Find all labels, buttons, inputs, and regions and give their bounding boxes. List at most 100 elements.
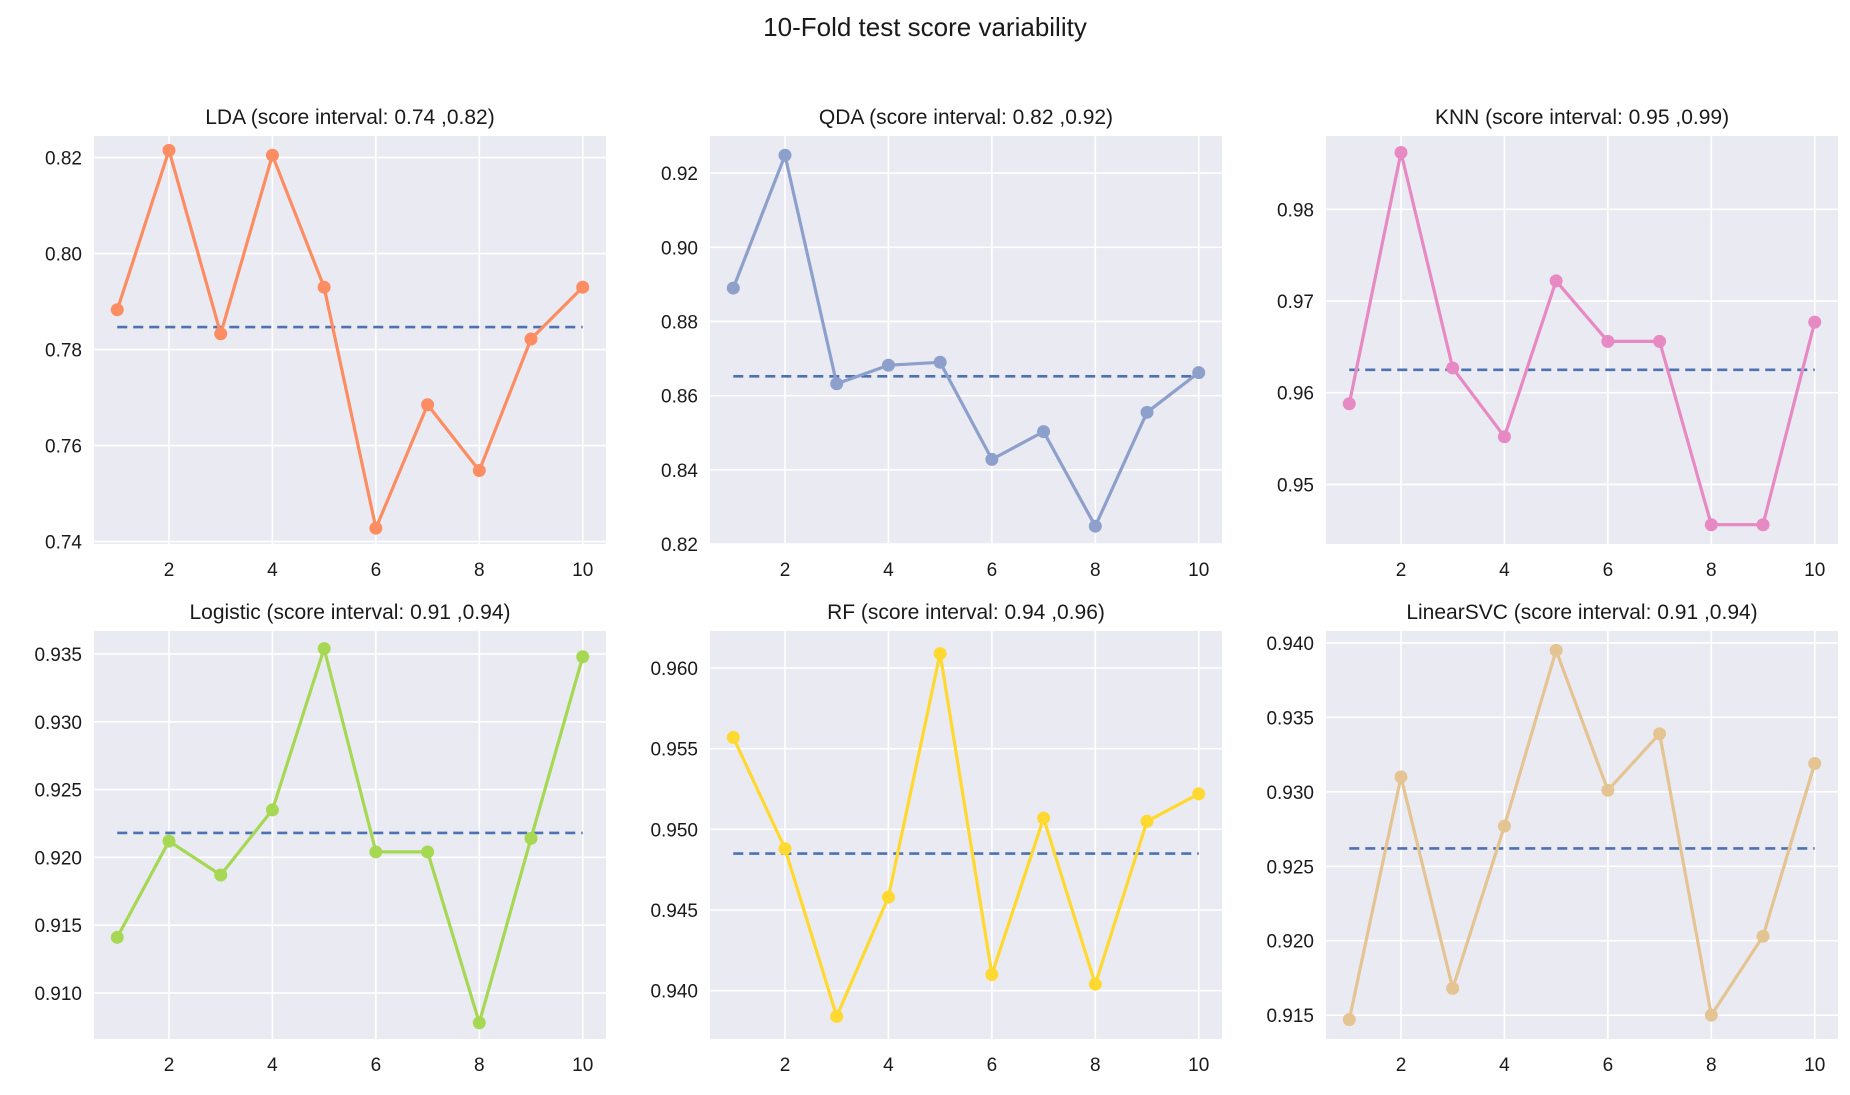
- data-point: [1088, 519, 1102, 533]
- subplot-title: LinearSVC (score interval: 0.91 ,0.94): [1406, 601, 1757, 624]
- data-point: [830, 1009, 844, 1023]
- series-line: [731, 153, 1200, 528]
- data-point: [933, 647, 947, 661]
- data-point: [778, 148, 792, 162]
- data-point: [1704, 518, 1718, 532]
- x-tick-label: 2: [164, 560, 175, 581]
- plot-area: [1326, 136, 1838, 544]
- data-point: [1037, 425, 1051, 439]
- y-tick-label: 0.88: [661, 312, 698, 333]
- data-point: [421, 845, 435, 859]
- x-tick-label: 2: [164, 1055, 175, 1076]
- x-tick-label: 2: [780, 1055, 791, 1076]
- x-tick-label: 10: [1188, 1055, 1209, 1076]
- data-point: [110, 930, 124, 944]
- data-point: [214, 327, 228, 341]
- y-tick-label: 0.945: [650, 901, 698, 922]
- y-tick-label: 0.98: [1277, 200, 1314, 221]
- x-tick-label: 6: [1603, 560, 1614, 581]
- series-line: [115, 148, 584, 530]
- y-tick-label: 0.82: [661, 535, 698, 556]
- data-point: [933, 355, 947, 369]
- y-tick-label: 0.76: [45, 437, 82, 458]
- subplot-3: KNN (score interval: 0.95 ,0.99) 2 4 6 8 10 0.…: [1277, 106, 1838, 581]
- data-point: [1192, 366, 1206, 380]
- y-tick-label: 0.920: [1266, 932, 1314, 953]
- data-point: [1342, 397, 1356, 411]
- x-tick-label: 6: [987, 1055, 998, 1076]
- subplot-5: RF (score interval: 0.94 ,0.96) 2 4 6 8 10 0.9…: [650, 601, 1222, 1076]
- data-point: [576, 650, 590, 664]
- plot-area: [94, 631, 606, 1039]
- y-tick-label: 0.80: [45, 245, 82, 266]
- data-point: [472, 464, 486, 478]
- data-point: [110, 303, 124, 317]
- x-tick-label: 4: [1499, 560, 1510, 581]
- data-point: [1037, 811, 1051, 825]
- data-point: [1140, 405, 1154, 419]
- plot-area: [1326, 631, 1838, 1039]
- series-line: [731, 651, 1200, 1019]
- y-tick-label: 0.74: [45, 533, 82, 554]
- data-point: [1653, 334, 1667, 348]
- data-point: [472, 1016, 486, 1030]
- x-tick-label: 6: [987, 560, 998, 581]
- data-point: [1342, 1013, 1356, 1027]
- x-tick-label: 8: [474, 560, 485, 581]
- y-tick-label: 0.920: [34, 848, 82, 869]
- y-tick-label: 0.930: [1266, 783, 1314, 804]
- data-point: [1808, 757, 1822, 771]
- x-tick-label: 6: [371, 1055, 382, 1076]
- y-tick-label: 0.84: [661, 461, 698, 482]
- subplot-title: LDA (score interval: 0.74 ,0.82): [205, 106, 494, 129]
- data-point: [1394, 146, 1408, 160]
- data-point: [421, 398, 435, 412]
- y-tick-label: 0.930: [34, 713, 82, 734]
- y-tick-label: 0.95: [1277, 475, 1314, 496]
- data-point: [1088, 977, 1102, 991]
- x-tick-label: 2: [780, 560, 791, 581]
- data-point: [1756, 929, 1770, 943]
- data-point: [162, 834, 176, 848]
- data-point: [1653, 727, 1667, 741]
- data-point: [1549, 643, 1563, 657]
- data-point: [1497, 819, 1511, 833]
- x-tick-label: 2: [1396, 1055, 1407, 1076]
- x-tick-label: 2: [1396, 560, 1407, 581]
- data-point: [1756, 518, 1770, 532]
- data-point: [726, 281, 740, 295]
- x-tick-label: 4: [883, 1055, 894, 1076]
- data-point: [1394, 770, 1408, 784]
- data-point: [1192, 787, 1206, 801]
- data-point: [576, 280, 590, 294]
- y-tick-label: 0.915: [34, 916, 82, 937]
- x-tick-label: 6: [371, 560, 382, 581]
- data-point: [1446, 981, 1460, 995]
- subplot-title: RF (score interval: 0.94 ,0.96): [827, 601, 1105, 624]
- x-tick-label: 8: [1090, 560, 1101, 581]
- data-point: [1497, 430, 1511, 444]
- x-tick-label: 10: [1188, 560, 1209, 581]
- x-tick-label: 10: [572, 1055, 593, 1076]
- data-point: [830, 377, 844, 391]
- data-point: [524, 831, 538, 845]
- y-tick-label: 0.96: [1277, 384, 1314, 405]
- x-tick-label: 8: [1706, 560, 1717, 581]
- data-point: [369, 521, 383, 535]
- x-tick-label: 10: [572, 560, 593, 581]
- data-point: [524, 332, 538, 346]
- y-tick-label: 0.82: [45, 149, 82, 170]
- series-line: [115, 646, 585, 1025]
- figure-title: 10-Fold test score variability: [763, 12, 1087, 42]
- data-point: [881, 890, 895, 904]
- y-tick-label: 0.950: [650, 820, 698, 841]
- y-tick-label: 0.925: [34, 781, 82, 802]
- y-tick-label: 0.97: [1277, 292, 1314, 313]
- data-point: [214, 868, 228, 882]
- y-tick-label: 0.925: [1266, 857, 1314, 878]
- data-point: [1140, 814, 1154, 828]
- y-tick-label: 0.960: [650, 659, 698, 680]
- subplot-6: LinearSVC (score interval: 0.91 ,0.94) 2 4…: [1266, 601, 1838, 1076]
- data-point: [881, 358, 895, 372]
